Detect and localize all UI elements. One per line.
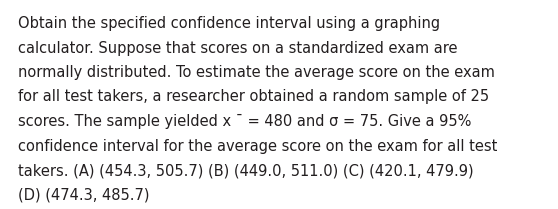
Text: normally distributed. To estimate the average score on the exam: normally distributed. To estimate the av… (18, 65, 495, 80)
Text: takers. (A) (454.3, 505.7) (B) (449.0, 511.0) (C) (420.1, 479.9): takers. (A) (454.3, 505.7) (B) (449.0, 5… (18, 163, 474, 178)
Text: calculator. Suppose that scores on a standardized exam are: calculator. Suppose that scores on a sta… (18, 41, 458, 56)
Text: for all test takers, a researcher obtained a random sample of 25: for all test takers, a researcher obtain… (18, 89, 489, 104)
Text: (D) (474.3, 485.7): (D) (474.3, 485.7) (18, 187, 150, 203)
Text: scores. The sample yielded x ¯ = 480 and σ = 75. Give a 95%: scores. The sample yielded x ¯ = 480 and… (18, 114, 472, 129)
Text: confidence interval for the average score on the exam for all test: confidence interval for the average scor… (18, 139, 497, 153)
Text: Obtain the specified confidence interval using a graphing: Obtain the specified confidence interval… (18, 16, 440, 31)
